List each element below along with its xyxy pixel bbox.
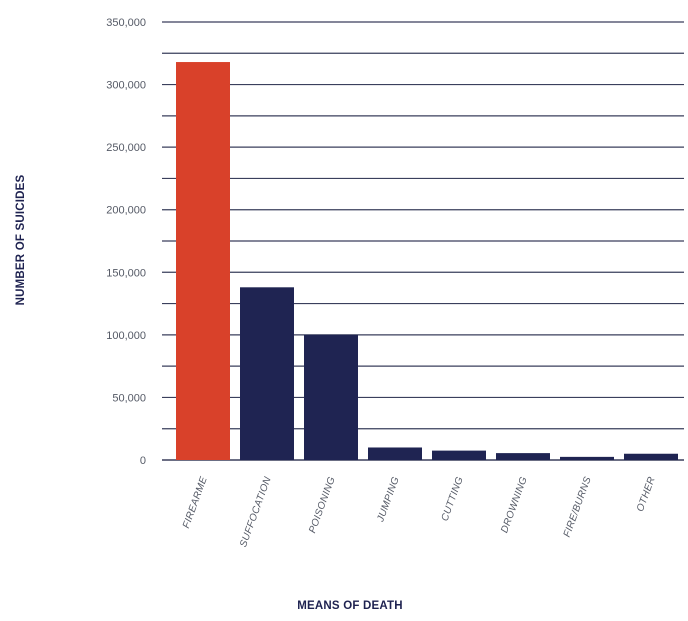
bar-other: [624, 453, 678, 460]
x-category-label: OTHER: [635, 475, 658, 513]
x-category-label: FIREARME: [181, 475, 210, 530]
bar-firearme: [176, 62, 230, 460]
x-axis-title: MEANS OF DEATH: [297, 600, 402, 612]
y-tick-label: 100,000: [106, 330, 146, 342]
y-tick-label: 50,000: [112, 392, 146, 404]
y-tick-label: 150,000: [106, 267, 146, 279]
x-category-label: DROWNING: [499, 475, 530, 534]
bar-suffocation: [240, 287, 294, 460]
bars: [176, 62, 678, 460]
x-category-label: POISONING: [307, 475, 338, 535]
bar-poisoning: [304, 334, 358, 460]
x-category-label: JUMPING: [375, 475, 402, 524]
x-axis-category-labels: FIREARME SUFFOCATION POISONING JUMPING CUTTI…: [181, 475, 658, 549]
y-tick-label: 200,000: [106, 205, 146, 217]
x-category-label: CUTTING: [440, 475, 466, 523]
x-category-label: FIRE/BURNS: [562, 475, 594, 539]
y-tick-label: 300,000: [106, 80, 146, 92]
y-axis-tick-labels: 0 50,000 100,000 150,000 200,000 250,000 300,0…: [106, 17, 146, 467]
bar-fire-burns: [560, 456, 614, 460]
bar-cutting: [432, 450, 486, 460]
x-category-label: SUFFOCATION: [238, 475, 274, 549]
y-tick-label: 250,000: [106, 142, 146, 154]
y-tick-label: 350,000: [106, 17, 146, 29]
y-tick-label: 0: [140, 455, 146, 467]
bar-drowning: [496, 453, 550, 460]
bar-jumping: [368, 447, 422, 460]
y-axis-title: NUMBER OF SUICIDES: [15, 174, 27, 305]
